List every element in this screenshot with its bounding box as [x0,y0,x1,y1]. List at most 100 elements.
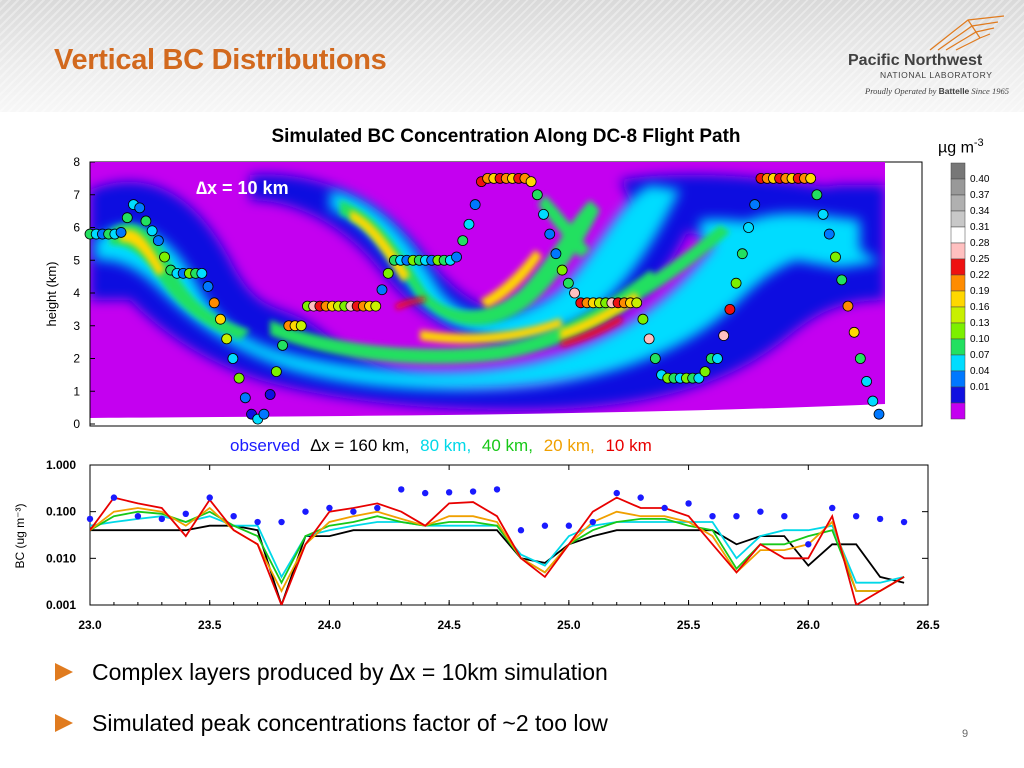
colorbar-swatch [950,226,966,244]
observed-point [709,512,716,520]
heatmap-chart: 0 1 2 3 4 5 6 7 8 height (km) ∆x = 10 km 0.40 0.3… [44,155,990,431]
colorbar-label: 0.16 [970,302,990,313]
observed-point [469,488,477,495]
flight-path-point [562,277,574,289]
line-y-tick-label: 0.100 [46,505,76,519]
flight-path-point [743,222,754,233]
colorbar-label: 0.34 [970,206,990,217]
line-series-160km [90,524,905,605]
heatmap-y-tick-label: 5 [73,253,80,267]
observed-point [398,486,405,493]
observed-point [541,522,549,529]
observed-point [637,494,644,501]
colorbar-swatch [950,162,966,180]
line-chart-series [86,486,908,605]
flight-path-point [817,208,829,220]
line-x-tick-label: 23.5 [198,618,222,632]
flight-path [84,172,885,425]
flight-path-point [693,372,705,384]
flight-path-point [121,212,133,224]
line-chart-axes: 23.0 23.5 24.0 24.5 25.0 25.5 26.0 26.5 0.001 0.0… [46,458,940,632]
colorbar-label: 0.04 [970,366,990,377]
colorbar: 0.40 0.37 0.34 0.31 0.28 0.25 0.22 0.19 0.16 0.13… [950,162,990,420]
legend-160km: ∆x = 160 km, [310,436,410,455]
heatmap-y-tick-label: 1 [73,384,80,398]
line-series-10km [90,496,905,605]
flight-path-point [544,228,556,240]
flight-path-point [699,366,711,378]
line-x-tick-label: 25.5 [677,618,701,632]
flight-path-point [805,172,817,184]
bullet-text-1: Complex layers produced by ∆x = 10km sim… [92,659,608,685]
line-legend: observed ∆x = 160 km, 80 km, 40 km, 20 k… [230,436,658,456]
flight-path-point [146,225,158,237]
colorbar-label: 0.13 [970,318,990,329]
flight-path-point [873,408,885,420]
observed-point [733,512,740,520]
observed-point [517,527,525,534]
flight-path-point [277,339,288,351]
observed-point [110,494,118,501]
observed-point [685,500,692,507]
flight-path-point [861,376,872,387]
colorbar-swatch [950,402,966,420]
flight-path-point [258,408,270,420]
flight-path-point [202,281,214,292]
flight-path-point [531,189,543,201]
logo-subtitle: NATIONAL LABORATORY [880,70,993,80]
heatmap-y-tick-label: 6 [73,221,80,235]
flight-path-point [736,248,748,260]
flight-path-point [370,300,382,312]
colorbar-unit-text: µg m [938,139,974,157]
observed-point [493,486,501,493]
flight-path-point [730,277,742,289]
observed-point [757,508,764,515]
observed-point [829,504,836,512]
flight-path-point [208,297,220,309]
flight-path-point [215,313,226,325]
legend-observed: observed [230,436,300,455]
observed-point [158,515,166,523]
logo-tag-post: Since 1965 [969,86,1009,96]
heatmap-field [90,162,885,424]
heatmap-title-text: Simulated BC Concentration Along DC-8 Fl… [271,126,741,147]
observed-point [374,504,381,512]
colorbar-label: 0.01 [970,382,990,393]
flight-path-point [115,227,127,238]
heatmap-y-tick-label: 3 [73,319,80,333]
colorbar-label: 0.31 [970,222,990,233]
logo-mark-icon [929,15,1005,51]
flight-path-point [227,353,239,364]
colorbar-unit: µg m-3 [938,137,984,157]
colorbar-swatch [950,306,966,324]
line-y-tick-label: 0.001 [46,598,76,612]
page-number: 9 [962,728,969,740]
heatmap-y-tick-label: 4 [73,286,80,300]
heatmap-y-tick-label: 7 [73,188,80,202]
flight-path-point [270,366,282,378]
observed-point [350,508,357,515]
bullet-text-2: Simulated peak concentrations factor of … [92,710,608,736]
line-x-tick-label: 26.0 [797,618,821,632]
bullet-item-2: Simulated peak concentrations factor of … [55,710,608,737]
flight-path-point [221,333,233,345]
colorbar-swatch [950,274,966,292]
slide-title: Vertical BC Distributions [54,44,387,76]
header-texture [0,0,1024,112]
flight-path-point [867,395,879,407]
flight-path-point [451,251,462,263]
heatmap-annotation: ∆x = 10 km [196,178,289,198]
flight-path-point [233,372,245,384]
colorbar-label: 0.07 [970,350,990,361]
colorbar-swatch [950,258,966,276]
observed-point [86,515,94,523]
heatmap-y-tick-label: 2 [73,352,80,366]
flight-path-point [637,313,649,325]
logo-tag-brand: Battelle [938,86,970,96]
heatmap-ylabel: height (km) [44,261,59,326]
flight-path-point [239,392,251,404]
observed-point [230,512,237,520]
flight-path-point [152,235,164,247]
flight-path-point [469,199,481,210]
pnnl-logo: Pacific Northwest NATIONAL LABORATORY Pr… [840,14,1015,99]
